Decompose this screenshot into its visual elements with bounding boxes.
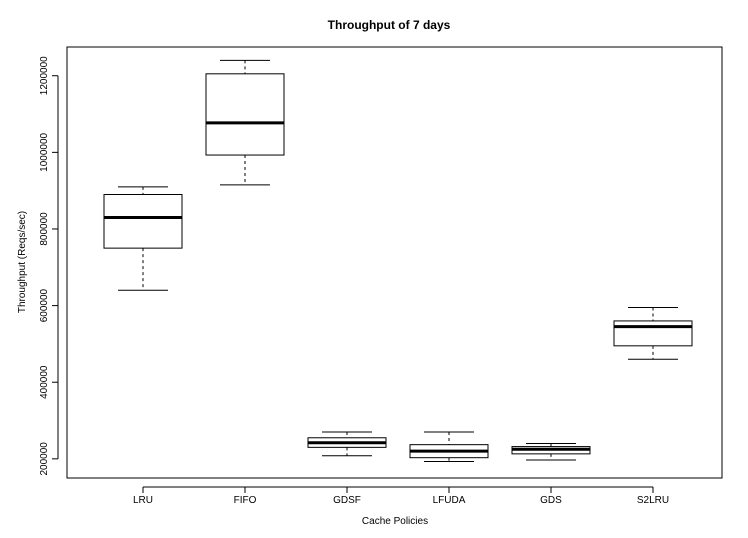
box-gds bbox=[511, 443, 591, 461]
boxes-layer bbox=[103, 59, 693, 463]
x-tick-label: FIFO bbox=[234, 495, 257, 506]
plot-frame bbox=[66, 46, 723, 479]
box-gdsf bbox=[307, 431, 387, 457]
chart-title: Throughput of 7 days bbox=[328, 18, 451, 32]
x-tick-label: GDSF bbox=[333, 495, 361, 506]
x-axis: LRU FIFO GDSF LFUDA GDS S2LRU bbox=[133, 486, 669, 506]
iqr-box bbox=[613, 320, 693, 347]
box-lru bbox=[103, 186, 183, 291]
x-tick-label: LFUDA bbox=[433, 495, 466, 506]
y-tick-label: 600000 bbox=[39, 288, 50, 322]
y-tick-label: 1200000 bbox=[39, 56, 50, 95]
x-tick-label: S2LRU bbox=[637, 495, 669, 506]
box-s2lru bbox=[613, 307, 693, 360]
iqr-box bbox=[205, 73, 285, 156]
x-tick-label: GDS bbox=[540, 495, 562, 506]
y-axis: 200000 400000 600000 800000 1000000 1200000 bbox=[39, 56, 59, 476]
y-tick-label: 400000 bbox=[39, 365, 50, 399]
y-tick-label: 800000 bbox=[39, 212, 50, 246]
x-tick-label: LRU bbox=[133, 495, 153, 506]
iqr-box bbox=[103, 193, 183, 249]
box-fifo bbox=[205, 59, 285, 186]
y-tick-label: 200000 bbox=[39, 442, 50, 476]
y-tick-label: 1000000 bbox=[39, 132, 50, 171]
box-lfuda bbox=[409, 431, 489, 463]
y-axis-label: Throughput (Reqs/sec) bbox=[17, 211, 28, 313]
x-axis-label: Cache Policies bbox=[362, 516, 428, 527]
